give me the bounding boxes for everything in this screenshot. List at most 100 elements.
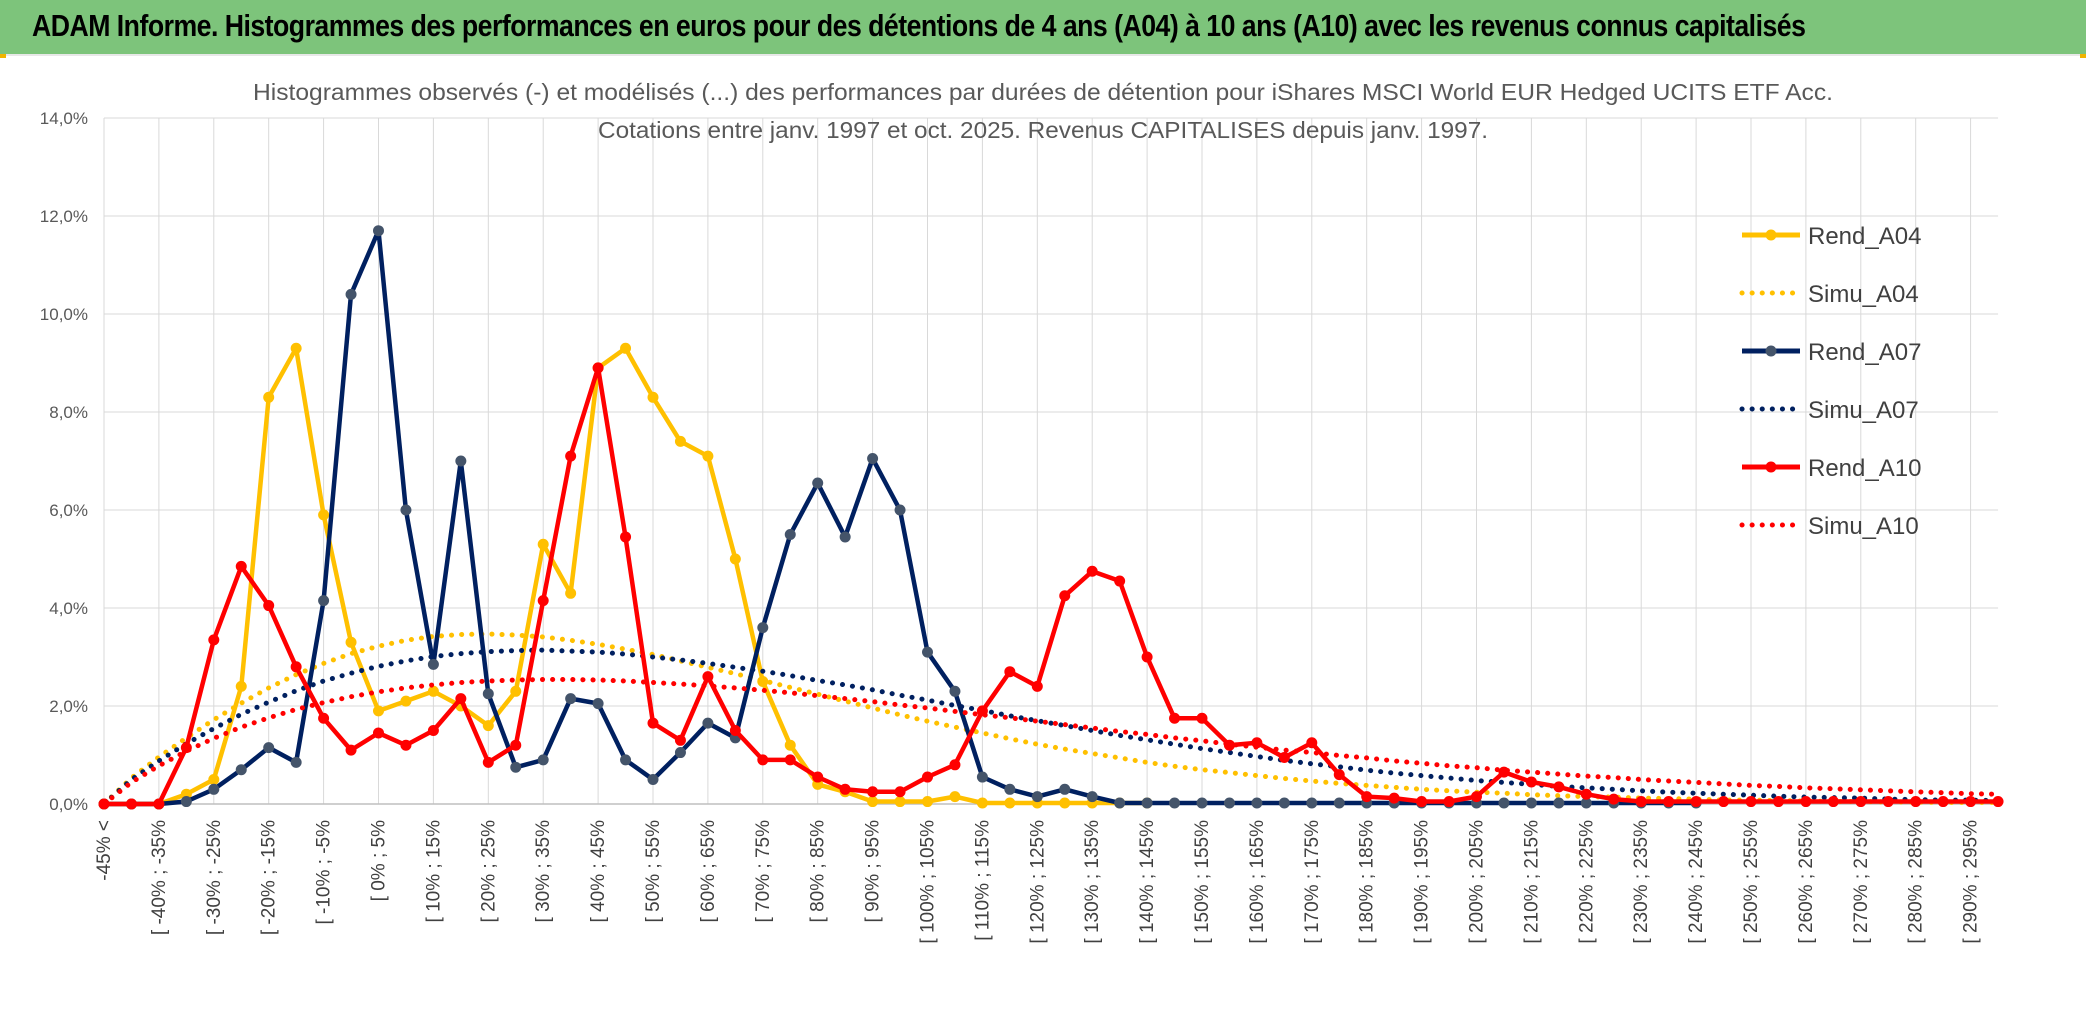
data-point xyxy=(482,688,494,700)
x-tick-label: [ 140% ; 145% xyxy=(1137,820,1158,944)
data-point xyxy=(922,646,933,658)
legend-marker xyxy=(1765,229,1777,241)
data-point xyxy=(1333,797,1345,809)
data-point xyxy=(784,529,796,540)
data-point xyxy=(208,783,220,795)
data-point xyxy=(1223,797,1235,809)
series-line-rend-a10 xyxy=(104,365,1998,807)
data-point xyxy=(1004,797,1016,809)
data-point xyxy=(180,796,192,808)
y-tick-label: 10,0% xyxy=(40,305,88,324)
data-point xyxy=(1333,769,1345,781)
data-point xyxy=(702,717,714,729)
data-point xyxy=(290,756,302,768)
series-line-simu-a07 xyxy=(101,647,2001,807)
data-point xyxy=(1718,796,1730,808)
x-tick-label: [ 70% ; 75% xyxy=(753,820,774,923)
series-rend-a04 xyxy=(98,342,1153,810)
legend-label: Simu_A10 xyxy=(1808,513,1919,540)
data-point xyxy=(537,538,549,550)
chart-title-line1: Histogrammes observés (-) et modélisés (… xyxy=(253,79,1833,105)
data-point xyxy=(345,288,357,300)
x-tick-label: [ 200% ; 205% xyxy=(1467,820,1488,944)
y-tick-label: 6,0% xyxy=(49,501,88,520)
legend-label: Rend_A04 xyxy=(1808,223,1921,250)
data-point xyxy=(1772,796,1784,808)
x-tick-label: [ -40% ; -35% xyxy=(149,820,170,935)
data-point xyxy=(922,771,933,783)
data-point xyxy=(235,560,247,572)
data-point xyxy=(1169,712,1181,724)
x-tick-label: [ 250% ; 255% xyxy=(1741,820,1762,944)
data-point xyxy=(373,225,384,237)
data-point xyxy=(1663,796,1675,808)
x-tick-label: [ 0% ; 5% xyxy=(369,820,390,901)
legend-entry-rend-a04: Rend_A04 xyxy=(1742,223,1921,250)
data-point xyxy=(1031,680,1043,692)
series-rend-a07 xyxy=(98,225,1702,810)
legend-label: Rend_A10 xyxy=(1808,455,1921,482)
data-point xyxy=(867,453,879,465)
data-point xyxy=(1031,791,1043,803)
data-point xyxy=(1388,792,1400,804)
series-simu-a04 xyxy=(101,631,2001,807)
data-point xyxy=(1910,796,1922,808)
data-point xyxy=(235,764,247,776)
x-tick-label: [ 20% ; 25% xyxy=(478,820,499,923)
data-point xyxy=(482,756,494,768)
data-point xyxy=(537,595,549,607)
x-tick-label: [ 160% ; 165% xyxy=(1247,820,1268,944)
legend-marker xyxy=(1765,461,1777,473)
data-point xyxy=(400,504,412,516)
x-tick-label: -45% < xyxy=(94,820,115,881)
legend-entry-simu-a10: Simu_A10 xyxy=(1739,513,1919,540)
x-tick-label: [ 40% ; 45% xyxy=(588,820,609,923)
legend-entry-rend-a10: Rend_A10 xyxy=(1742,455,1921,482)
data-point xyxy=(1278,797,1290,809)
data-point xyxy=(263,391,275,403)
data-point xyxy=(784,739,796,751)
data-point xyxy=(373,705,384,717)
y-tick-label: 0,0% xyxy=(49,795,88,814)
data-point xyxy=(647,391,659,403)
data-point xyxy=(373,727,384,739)
data-point xyxy=(1553,797,1565,809)
y-tick-label: 4,0% xyxy=(49,599,88,618)
data-point xyxy=(1196,797,1208,809)
data-point xyxy=(1471,791,1482,803)
data-point xyxy=(812,477,824,489)
data-point xyxy=(1141,651,1153,663)
x-tick-label: [ -10% ; -5% xyxy=(314,820,335,925)
series-simu-a07 xyxy=(101,647,2001,807)
data-point xyxy=(1004,666,1016,678)
corner-accent-left xyxy=(0,54,6,58)
data-point xyxy=(1141,797,1153,809)
data-point xyxy=(482,720,494,732)
data-point xyxy=(1278,751,1290,763)
x-tick-label: [ 130% ; 135% xyxy=(1082,820,1103,944)
x-tick-label: [ 100% ; 105% xyxy=(918,820,939,944)
y-tick-label: 8,0% xyxy=(49,403,88,422)
data-point xyxy=(263,600,275,612)
data-point xyxy=(400,695,412,707)
x-tick-label: [ 10% ; 15% xyxy=(423,820,444,923)
x-tick-label: [ 180% ; 185% xyxy=(1357,820,1378,944)
data-point xyxy=(812,771,824,783)
data-point xyxy=(674,747,686,759)
data-point xyxy=(1800,796,1812,808)
legend-label: Simu_A07 xyxy=(1808,397,1919,424)
data-point xyxy=(1525,797,1537,809)
data-point xyxy=(318,712,330,724)
legend-entry-rend-a07: Rend_A07 xyxy=(1742,339,1921,366)
data-point xyxy=(1169,797,1181,809)
series-line-simu-a10 xyxy=(101,677,2001,807)
chart-title-line2: Cotations entre janv. 1997 et oct. 2025.… xyxy=(598,117,1488,143)
data-point xyxy=(565,450,577,462)
data-point xyxy=(867,796,879,808)
x-tick-label: [ -30% ; -25% xyxy=(204,820,225,935)
series-line-rend-a07 xyxy=(104,228,1697,807)
data-point xyxy=(1827,796,1839,808)
data-point xyxy=(427,685,439,697)
data-point xyxy=(565,587,577,599)
legend-label: Rend_A07 xyxy=(1808,339,1921,366)
